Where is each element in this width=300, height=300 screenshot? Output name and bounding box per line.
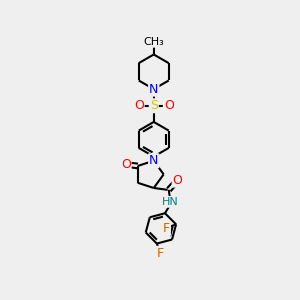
Text: CH₃: CH₃ xyxy=(143,37,164,47)
Text: O: O xyxy=(164,99,174,112)
Text: O: O xyxy=(121,158,131,171)
Text: S: S xyxy=(150,99,158,112)
Text: O: O xyxy=(134,99,144,112)
Text: HN: HN xyxy=(162,197,178,207)
Text: F: F xyxy=(157,247,164,260)
Text: N: N xyxy=(149,154,158,167)
Text: F: F xyxy=(163,222,170,235)
Text: O: O xyxy=(172,174,182,187)
Text: N: N xyxy=(149,82,158,96)
